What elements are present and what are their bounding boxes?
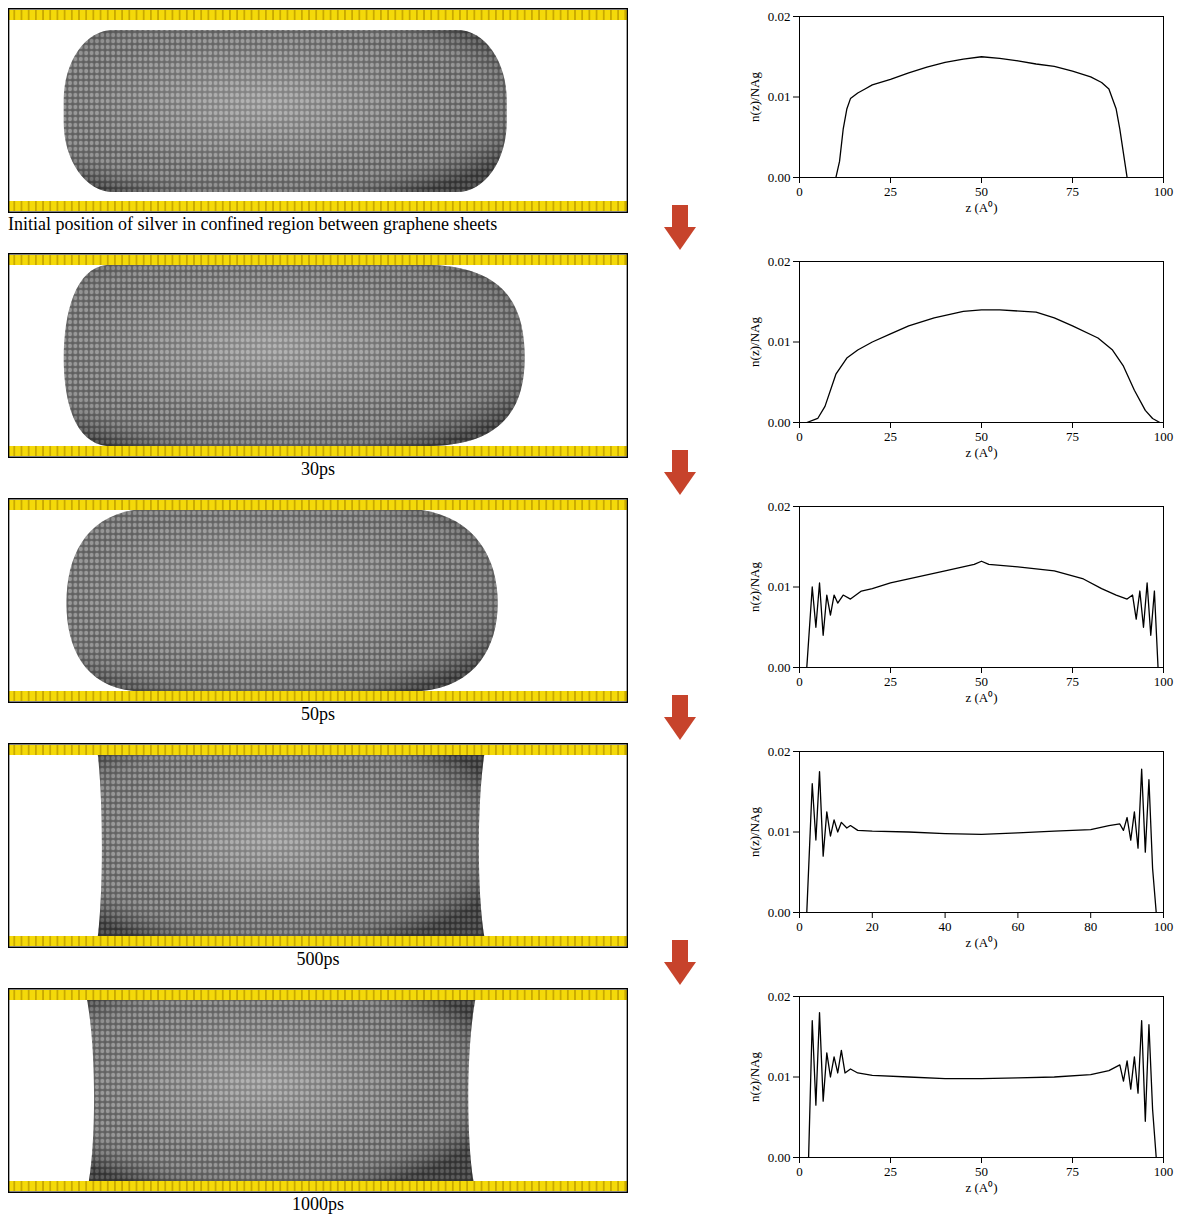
svg-text:50: 50	[975, 429, 988, 444]
svg-text:0: 0	[796, 429, 803, 444]
svg-text:0.01: 0.01	[768, 334, 791, 349]
svg-text:0: 0	[796, 184, 803, 199]
svg-text:80: 80	[1084, 919, 1097, 934]
svg-text:100: 100	[1154, 674, 1174, 689]
svg-text:75: 75	[1066, 674, 1079, 689]
svg-text:100: 100	[1154, 1164, 1174, 1179]
svg-text:0.01: 0.01	[768, 89, 791, 104]
svg-text:n(z)/NAg: n(z)/NAg	[747, 317, 762, 367]
svg-text:75: 75	[1066, 184, 1079, 199]
svg-text:75: 75	[1066, 429, 1079, 444]
svg-text:0: 0	[796, 674, 803, 689]
svg-text:z (A⁰): z (A⁰)	[965, 445, 997, 460]
svg-text:100: 100	[1154, 919, 1174, 934]
svg-text:0.02: 0.02	[768, 9, 791, 24]
svg-text:40: 40	[939, 919, 952, 934]
svg-text:n(z)/NAg: n(z)/NAg	[747, 72, 762, 122]
svg-text:z (A⁰): z (A⁰)	[965, 200, 997, 215]
svg-text:50: 50	[975, 1164, 988, 1179]
svg-text:50: 50	[975, 674, 988, 689]
svg-text:25: 25	[884, 184, 897, 199]
html-text:30ps: 30ps	[301, 459, 335, 479]
svg-text:60: 60	[1011, 919, 1024, 934]
svg-text:100: 100	[1154, 184, 1174, 199]
svg-text:100: 100	[1154, 429, 1174, 444]
svg-text:25: 25	[884, 1164, 897, 1179]
svg-text:75: 75	[1066, 1164, 1079, 1179]
svg-text:0.01: 0.01	[768, 579, 791, 594]
html-text:Initial position of silver in: Initial position of silver in confined r…	[8, 214, 498, 234]
svg-text:0.02: 0.02	[768, 254, 791, 269]
svg-text:n(z)/NAg: n(z)/NAg	[747, 562, 762, 612]
svg-text:z (A⁰): z (A⁰)	[965, 1180, 997, 1195]
html-text:50ps: 50ps	[301, 704, 335, 724]
svg-text:25: 25	[884, 429, 897, 444]
svg-text:0.00: 0.00	[768, 1150, 791, 1165]
html-text:1000ps: 1000ps	[292, 1194, 344, 1214]
svg-text:z (A⁰): z (A⁰)	[965, 935, 997, 950]
svg-text:0.02: 0.02	[768, 744, 791, 759]
svg-text:n(z)/NAg: n(z)/NAg	[747, 1052, 762, 1102]
svg-text:n(z)/NAg: n(z)/NAg	[747, 807, 762, 857]
svg-text:0.01: 0.01	[768, 1069, 791, 1084]
svg-text:25: 25	[884, 674, 897, 689]
svg-text:0.00: 0.00	[768, 905, 791, 920]
svg-text:0: 0	[796, 1164, 803, 1179]
svg-text:0.01: 0.01	[768, 824, 791, 839]
svg-text:0.00: 0.00	[768, 660, 791, 675]
svg-text:20: 20	[866, 919, 879, 934]
html-text:500ps: 500ps	[296, 949, 340, 969]
svg-text:0.02: 0.02	[768, 499, 791, 514]
svg-text:0.02: 0.02	[768, 989, 791, 1004]
svg-text:50: 50	[975, 184, 988, 199]
svg-text:0: 0	[796, 919, 803, 934]
svg-text:z (A⁰): z (A⁰)	[965, 690, 997, 705]
svg-text:0.00: 0.00	[768, 415, 791, 430]
svg-text:0.00: 0.00	[768, 170, 791, 185]
